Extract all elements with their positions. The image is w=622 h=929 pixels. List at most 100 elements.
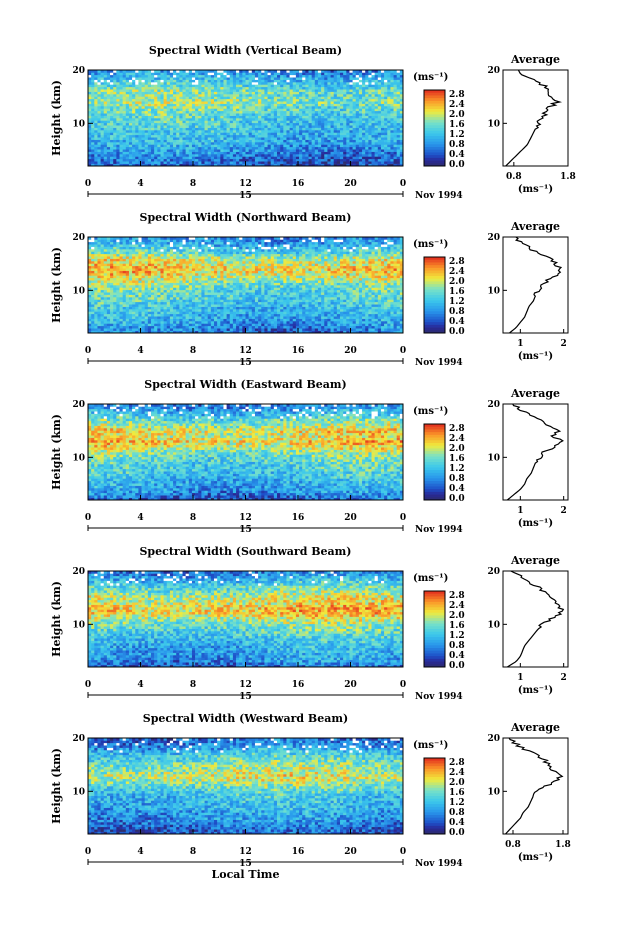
heatmap-cell: [227, 130, 230, 133]
heatmap-cell: [372, 159, 375, 162]
heatmap-cell: [309, 77, 312, 80]
heatmap-cell: [138, 108, 141, 111]
heatmap-cell: [274, 323, 277, 326]
heatmap-cell: [365, 147, 368, 150]
heatmap-cell: [120, 77, 123, 80]
heatmap-cell: [268, 92, 271, 95]
heatmap-cell: [97, 99, 100, 102]
heatmap-cell: [148, 72, 151, 75]
heatmap-cell: [123, 137, 126, 140]
heatmap-cell: [368, 118, 371, 121]
heatmap-cell: [164, 77, 167, 80]
heatmap-cell: [384, 101, 387, 104]
heatmap-cell: [387, 99, 390, 102]
heatmap-cell: [249, 80, 252, 83]
heatmap-cell: [264, 137, 267, 140]
heatmap-cell: [217, 106, 220, 109]
heatmap-cell: [321, 128, 324, 131]
heatmap-cell: [230, 130, 233, 133]
heatmap-cell: [192, 144, 195, 147]
heatmap-cell: [94, 144, 97, 147]
heatmap-cell: [142, 99, 145, 102]
heatmap-cell: [321, 118, 324, 121]
heatmap-cell: [142, 130, 145, 133]
heatmap-cell: [176, 326, 179, 329]
heatmap-cell: [296, 149, 299, 152]
heatmap-cell: [318, 319, 321, 322]
heatmap-cell: [356, 132, 359, 135]
heatmap-cell: [381, 132, 384, 135]
heatmap-cell: [315, 84, 318, 87]
heatmap-cell: [293, 132, 296, 135]
heatmap-cell: [305, 147, 308, 150]
heatmap-cell: [242, 99, 245, 102]
heatmap-cell: [145, 326, 148, 329]
heatmap-cell: [309, 311, 312, 314]
heatmap-cell: [88, 72, 91, 75]
heatmap-cell: [148, 149, 151, 152]
heatmap-cell: [343, 125, 346, 128]
heatmap-cell: [315, 75, 318, 78]
heatmap-cell: [372, 321, 375, 324]
heatmap-cell: [183, 106, 186, 109]
heatmap-cell: [274, 140, 277, 143]
heatmap-cell: [321, 130, 324, 133]
heatmap-cell: [205, 142, 208, 145]
heatmap-cell: [183, 137, 186, 140]
heatmap-cell: [129, 77, 132, 80]
heatmap-cell: [236, 104, 239, 107]
heatmap-cell: [397, 111, 400, 114]
heatmap-cell: [167, 94, 170, 97]
heatmap-cell: [249, 99, 252, 102]
heatmap-cell: [255, 99, 258, 102]
heatmap-cell: [123, 96, 126, 99]
heatmap-cell: [299, 311, 302, 314]
heatmap-cell: [261, 149, 264, 152]
heatmap-cell: [189, 142, 192, 145]
heatmap-cell: [312, 328, 315, 331]
heatmap-cell: [349, 137, 352, 140]
heatmap-cell: [343, 149, 346, 152]
heatmap-cell: [324, 140, 327, 143]
heatmap-cell: [129, 120, 132, 123]
heatmap-cell: [126, 156, 129, 159]
heatmap-cell: [255, 92, 258, 95]
heatmap-cell: [381, 82, 384, 85]
heatmap-cell: [327, 123, 330, 126]
heatmap-cell: [274, 130, 277, 133]
heatmap-cell: [387, 314, 390, 317]
heatmap-cell: [255, 118, 258, 121]
heatmap-cell: [135, 154, 138, 157]
heatmap-cell: [101, 319, 104, 322]
heatmap-cell: [346, 108, 349, 111]
heatmap-cell: [107, 84, 110, 87]
heatmap-cell: [321, 149, 324, 152]
heatmap-cell: [170, 147, 173, 150]
heatmap-cell: [123, 147, 126, 150]
heatmap-cell: [154, 120, 157, 123]
heatmap-cell: [305, 104, 308, 107]
heatmap-cell: [94, 154, 97, 157]
heatmap-cell: [160, 316, 163, 319]
heatmap-cell: [378, 130, 381, 133]
heatmap-cell: [227, 149, 230, 152]
heatmap-cell: [201, 108, 204, 111]
heatmap-cell: [271, 149, 274, 152]
heatmap-cell: [116, 314, 119, 317]
heatmap-cell: [368, 77, 371, 80]
heatmap-cell: [164, 92, 167, 95]
heatmap-cell: [88, 156, 91, 159]
heatmap-cell: [104, 72, 107, 75]
heatmap-cell: [132, 89, 135, 92]
heatmap-cell: [123, 128, 126, 131]
heatmap-cell: [331, 161, 334, 164]
heatmap-cell: [107, 120, 110, 123]
heatmap-cell: [176, 147, 179, 150]
heatmap-cell: [271, 92, 274, 95]
heatmap-cell: [214, 314, 217, 317]
heatmap-cell: [293, 147, 296, 150]
heatmap-cell: [309, 323, 312, 326]
heatmap-cell: [394, 106, 397, 109]
heatmap-cell: [211, 326, 214, 329]
heatmap-cell: [290, 135, 293, 138]
